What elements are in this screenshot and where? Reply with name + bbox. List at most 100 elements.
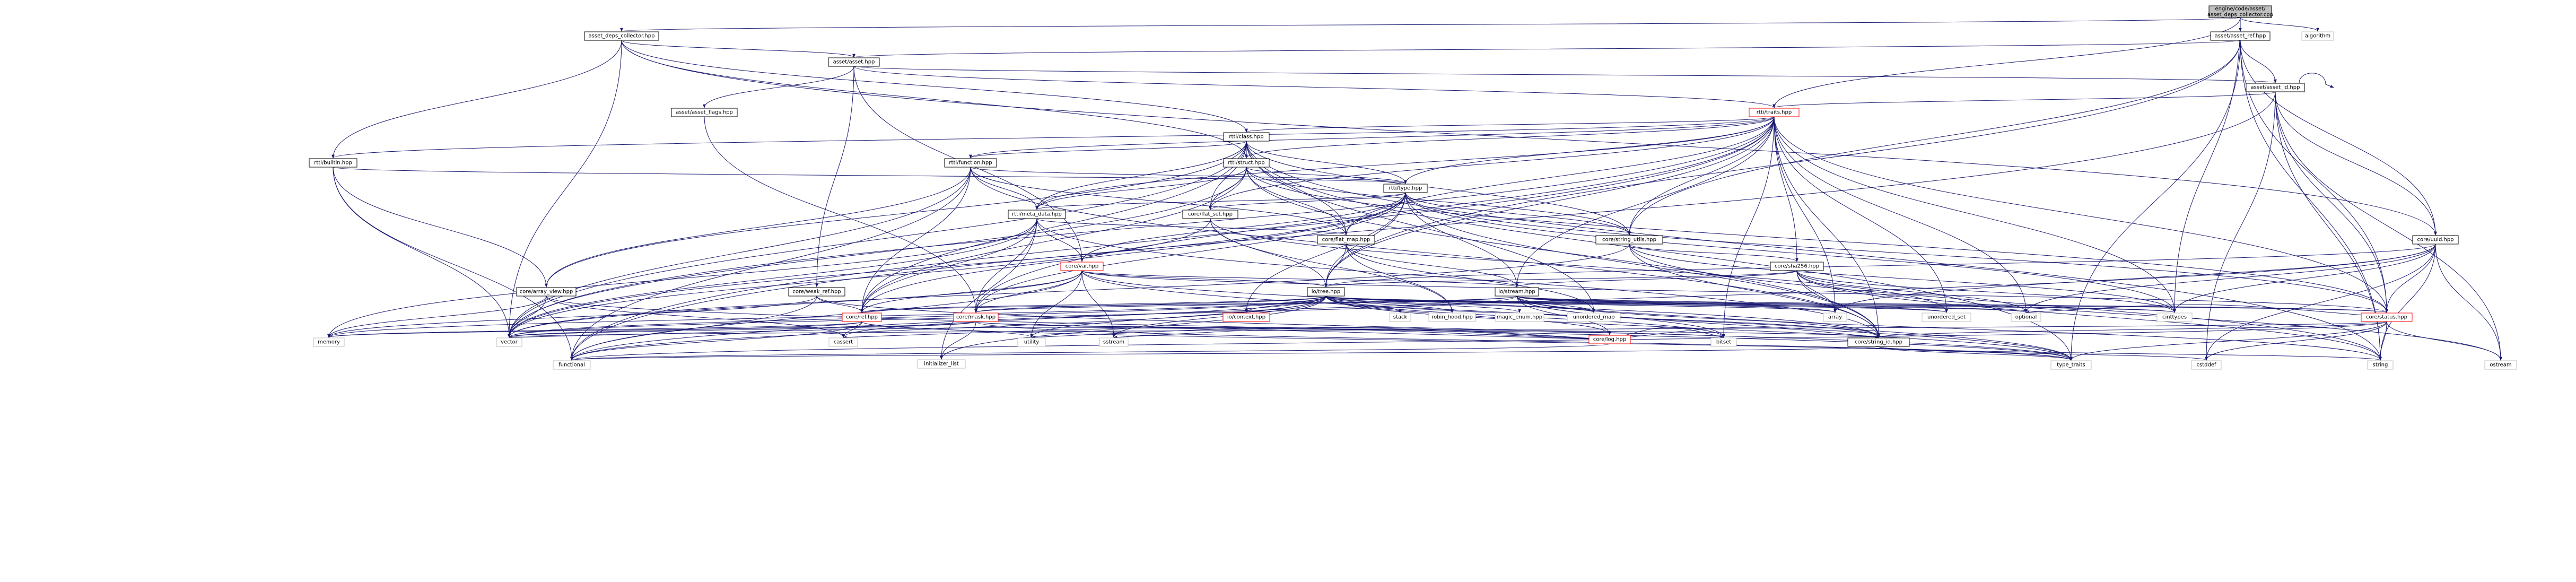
node-var[interactable]: core/var.hpp [1060, 262, 1104, 271]
edge-type-to-ref [860, 192, 1406, 313]
edge-uuid-to-ostream [2435, 244, 2502, 361]
edge-type-to-meta_data [1035, 192, 1406, 210]
edge-struct-to-type [1246, 167, 1407, 184]
edge-stream-to-unordered_map [1516, 296, 1595, 313]
node-functional: functional [553, 360, 591, 370]
node-string-utils[interactable]: core/string_utils.hpp [1595, 235, 1663, 245]
node-traits[interactable]: rtti/traits.hpp [1749, 108, 1800, 117]
node-box [2191, 360, 2222, 370]
node-box [2412, 235, 2459, 245]
node-flat-map[interactable]: core/flat_map.hpp [1317, 235, 1375, 245]
node-asset-ref[interactable]: asset/asset_ref.hpp [2210, 31, 2271, 41]
node-box [2156, 312, 2193, 322]
node-array-view[interactable]: core/array_view.hpp [516, 287, 577, 297]
edge-builtin-to-functional [333, 167, 573, 361]
node-class[interactable]: rtti/class.hpp [1223, 132, 1270, 142]
node-root[interactable]: engine/code/asset/asset_deps_collector.c… [2207, 5, 2273, 18]
node-label: rtti/traits.hpp [1757, 110, 1792, 116]
edge-flat_set-to-vector [508, 218, 1211, 338]
edge-tree-to-mask [974, 296, 1326, 313]
node-type-traits: type_traits [2050, 360, 2092, 370]
node-box [1567, 312, 1621, 322]
node-status[interactable]: core/status.hpp [2361, 312, 2413, 322]
nodes-layer: engine/code/asset/asset_deps_collector.c… [309, 5, 2517, 370]
node-label: core/array_view.hpp [520, 289, 573, 295]
node-box [1317, 235, 1375, 245]
edge-log-to-functional [571, 343, 1610, 361]
edge-stream-to-status [1516, 296, 2388, 313]
edge-stream-to-array [1516, 296, 1837, 313]
edge-var-to-string_id [1081, 270, 1880, 338]
edge-traits-to-flat_set [1209, 116, 1775, 210]
node-type[interactable]: rtti/type.hpp [1383, 184, 1428, 193]
node-mask[interactable]: core/mask.hpp [953, 312, 999, 322]
edge-stream-to-optional [1516, 296, 2028, 313]
edge-traits-to-sha256 [1774, 116, 1798, 262]
edge-builtin-to-array_view [333, 167, 548, 288]
node-label-line: engine/code/asset/ [2215, 6, 2266, 12]
edge-struct-to-status [1246, 167, 2388, 313]
edge-struct-to-meta_data [1035, 167, 1247, 210]
edge-deps_collector-to-builtin [331, 40, 622, 159]
edge-status-to-optional [2025, 304, 2387, 318]
edge-meta_data-to-var [1036, 218, 1084, 262]
node-function[interactable]: rtti/function.hpp [944, 158, 997, 168]
node-struct[interactable]: rtti/struct.hpp [1223, 158, 1270, 168]
node-sha256[interactable]: core/sha256.hpp [1770, 262, 1824, 271]
node-box [1588, 335, 1631, 344]
node-memory: memory [313, 337, 345, 347]
node-weak-ref[interactable]: core/weak_ref.hpp [788, 287, 845, 297]
edge-string_id-to-string [1878, 346, 2382, 361]
edge-ref-to-functional [570, 321, 862, 361]
edge-var-to-utility [1030, 270, 1082, 338]
node-builtin[interactable]: rtti/builtin.hpp [309, 158, 357, 168]
node-label: bitset [1716, 340, 1731, 345]
node-box [553, 360, 591, 370]
edge-meta_data-to-initializer_list [940, 218, 1037, 360]
edge-status-to-string [2379, 321, 2387, 361]
node-label: core/flat_map.hpp [1322, 237, 1370, 243]
node-asset-hpp[interactable]: asset/asset.hpp [828, 57, 880, 67]
edge-string_id-to-cstddef [1878, 346, 2208, 361]
node-stream[interactable]: io/stream.hpp [1495, 287, 1539, 297]
node-asset-flags[interactable]: asset/asset_flags.hpp [671, 108, 738, 117]
node-box [828, 57, 880, 67]
node-flat-set[interactable]: core/flat_set.hpp [1182, 210, 1238, 219]
node-tree[interactable]: io/tree.hpp [1307, 287, 1345, 297]
edge-type-to-context [1245, 192, 1406, 313]
node-uuid[interactable]: core/uuid.hpp [2412, 235, 2459, 245]
node-box [1182, 210, 1238, 219]
node-label: type_traits [2057, 362, 2085, 368]
node-box [1710, 337, 1737, 347]
edge-weak_ref-to-ref [816, 296, 863, 313]
node-label: core/log.hpp [1593, 337, 1627, 343]
node-box [1389, 312, 1411, 322]
edge-type-to-flat_set [1209, 192, 1406, 210]
node-box [1770, 262, 1824, 271]
edge-root-to-traits [1772, 17, 2241, 108]
node-asset-id[interactable]: asset/asset_id.hpp [2246, 83, 2305, 92]
node-label: array [1828, 315, 1842, 320]
edge-tree-to-magic_enum [1325, 296, 1521, 313]
edge-log-to-vector [509, 327, 1610, 340]
node-deps-collector[interactable]: asset_deps_collector.hpp [584, 31, 659, 41]
node-box [2367, 360, 2394, 370]
edge-flat_map-to-stream [1346, 244, 1518, 288]
node-log[interactable]: core/log.hpp [1588, 335, 1631, 344]
node-label: core/uuid.hpp [2417, 237, 2453, 243]
node-string-id[interactable]: core/string_id.hpp [1847, 337, 1910, 347]
edge-var-to-vector [508, 270, 1082, 338]
node-label: core/string_utils.hpp [1602, 237, 1656, 243]
edge-tree-to-robin_hood [1325, 296, 1454, 313]
edge-uuid-to-string [2379, 244, 2436, 361]
node-box [2208, 5, 2272, 18]
node-box [953, 312, 999, 322]
edge-status-to-cstddef [2205, 321, 2387, 361]
node-meta-data[interactable]: rtti/meta_data.hpp [1008, 210, 1066, 219]
edge-traits-to-flat_map [1344, 116, 1775, 236]
node-label: core/var.hpp [1066, 264, 1098, 270]
node-context[interactable]: io/context.hpp [1222, 312, 1270, 322]
node-box [1222, 312, 1270, 322]
edge-traits-to-status [1774, 116, 2388, 313]
node-ref[interactable]: core/ref.hpp [842, 312, 882, 322]
